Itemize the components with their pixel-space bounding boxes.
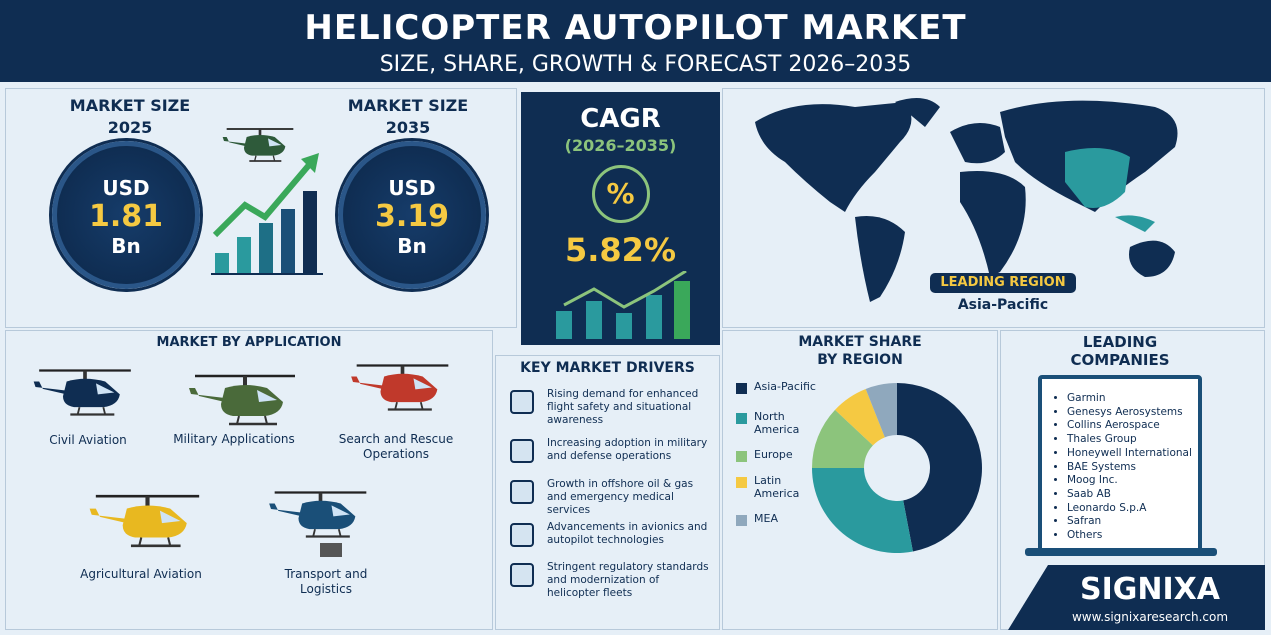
legend-label: Asia-Pacific [754,380,816,393]
subtitle: SIZE, SHARE, GROWTH & FORECAST 2026–2035 [379,52,912,77]
application-icons [32,364,450,557]
size-year: 2035 [385,118,431,137]
cagr-symbol: % [591,165,650,223]
donut-segment [865,383,897,438]
application-label: Agricultural Aviation [80,567,202,581]
size-value: 3.19 [374,199,450,234]
donut-segment [812,468,913,553]
company: Saab AB [1067,488,1192,502]
driver-text: Advancements in avionics and autopilot t… [547,521,708,546]
world-map [755,98,1178,302]
size-panel [5,88,517,328]
size-heading: MARKET SIZE [69,96,191,115]
legend-swatch [736,515,747,526]
legend-swatch [736,383,747,394]
header [0,0,1271,82]
application-label: Civil Aviation [49,433,127,447]
size-value: 1.81 [88,199,164,234]
size-label: MARKET SIZE 2025 [60,95,200,139]
company: Leonardo S.p.A [1067,502,1192,516]
legend-item: Asia-Pacific [754,380,816,393]
driver-icon [510,390,534,414]
map-panel [722,88,1265,328]
driver-text: Rising demand for enhanced flight safety… [547,388,699,426]
donut-segment [835,388,885,446]
company-list: GarminGenesys AerosystemsCollins Aerospa… [1045,392,1192,543]
company: Moog Inc. [1067,474,1192,488]
donut-segment [897,383,982,552]
donut-segment [812,409,873,468]
application-title: MARKET BY APPLICATION [156,335,342,350]
driver-text: Stringent regulatory standards and moder… [547,561,709,599]
cagr-chart [555,269,690,339]
company: Garmin [1067,392,1192,406]
legend-label: Latin America [754,474,800,500]
company: Thales Group [1067,433,1192,447]
clipboard-base [1025,548,1217,556]
brand-bg [1008,565,1265,630]
unit: Bn [397,234,427,258]
clipboard [1038,375,1202,555]
cagr-title: CAGR [580,104,661,134]
size-label: MARKET SIZE 2035 [338,95,478,139]
company: Honeywell International [1067,447,1192,461]
companies-title: LEADING COMPANIES [1070,333,1170,369]
region-panel [722,330,998,630]
company: Genesys Aerosystems [1067,406,1192,420]
legend-item: Latin America [754,474,800,500]
application-label: Military Applications [173,432,295,446]
cagr-period: (2026–2035) [564,136,677,155]
growth-icon [211,128,323,275]
driver-text: Growth in offshore oil & gas and emergen… [547,478,694,516]
legend-item: MEA [754,512,778,525]
currency: USD [388,176,436,200]
size-circle: USD 1.81 Bn [52,141,200,289]
legend-item: North America [754,410,800,436]
cagr-value: 5.82% [564,231,676,269]
application-panel [5,330,493,630]
application-label: Transport and Logistics [284,567,368,596]
legend-label: Europe [754,448,793,461]
url: www.signixaresearch.com [1071,610,1229,624]
company: Others [1067,529,1192,543]
cagr-box: CAGR (2026–2035) % 5.82% [521,92,720,345]
legend-swatch [736,413,747,424]
brand: SIGNIXA [1079,572,1220,607]
region-badge: LEADING REGION [930,273,1076,293]
driver-icon [510,480,534,504]
company: Collins Aerospace [1067,419,1192,433]
company: Safran [1067,515,1192,529]
driver-text: Increasing adoption in military and defe… [547,437,708,462]
legend-label: North America [754,410,800,436]
leading-region: Asia-Pacific [957,297,1049,313]
title: HELICOPTER AUTOPILOT MARKET [304,8,967,48]
legend-swatch [736,451,747,462]
company: BAE Systems [1067,461,1192,475]
legend-label: MEA [754,512,778,525]
legend-item: Europe [754,448,793,461]
driver-icon [510,523,534,547]
driver-icon [510,563,534,587]
size-circle: USD 3.19 Bn [338,141,486,289]
currency: USD [102,176,150,200]
drivers-title: KEY MARKET DRIVERS [520,360,695,376]
size-year: 2025 [107,118,153,137]
size-heading: MARKET SIZE [347,96,469,115]
driver-icon [510,439,534,463]
legend-swatch [736,477,747,488]
unit: Bn [111,234,141,258]
application-label: Search and Rescue Operations [338,432,454,461]
drivers-panel [495,355,720,630]
donut-chart: Asia-Pacific North America Europe Latin Ame… [736,380,982,553]
region-title: MARKET SHARE BY REGION [798,334,922,368]
